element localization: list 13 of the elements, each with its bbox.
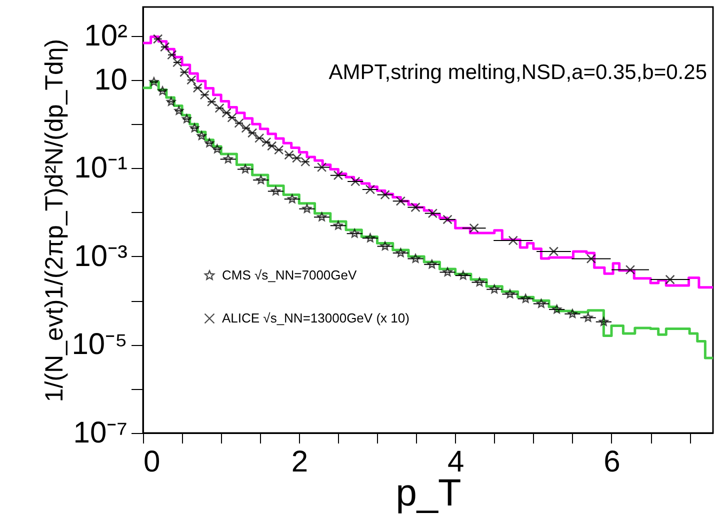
y-axis-title: 1/(N_evt)1/(2πp_T)d²N/(dp_Tdη) — [40, 38, 69, 402]
x-tick-label: 0 — [144, 446, 160, 478]
y-tick-label: 10⁻⁷ — [73, 416, 128, 450]
legend-label: CMS √s_NN=7000GeV — [222, 268, 357, 282]
legend-label: ALICE √s_NN=13000GeV (x 10) — [222, 310, 410, 326]
y-tick-label: 10⁻¹ — [74, 152, 128, 185]
x-tick-label: 6 — [604, 446, 620, 478]
y-tick-label: 10⁻⁵ — [72, 328, 128, 362]
y-tick-label: 10⁻³ — [74, 240, 128, 273]
y-tick-label: 10 — [94, 63, 128, 96]
y-tick-label: 10² — [84, 19, 128, 52]
x-tick-label: 2 — [291, 446, 308, 478]
annotation: AMPT,string melting,NSD,a=0.35,b=0.25 — [328, 61, 707, 84]
